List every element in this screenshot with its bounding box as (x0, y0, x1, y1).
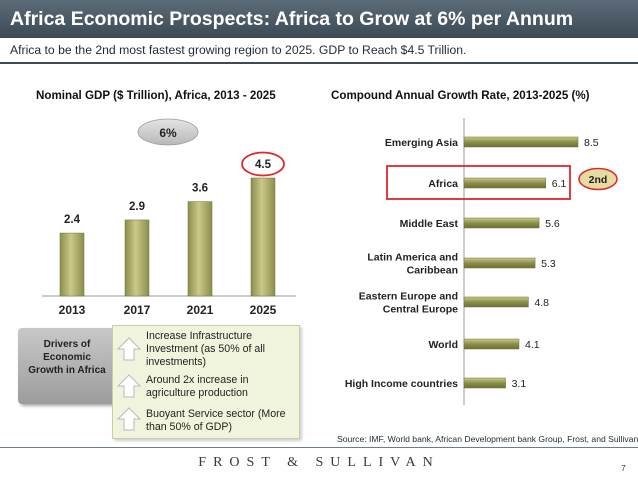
gdp-bar (59, 232, 85, 297)
gdp-value-label: 2.4 (64, 214, 81, 226)
gdp-bar (187, 201, 213, 297)
driver-text-line: Investment (as 50% of all (146, 343, 265, 355)
rank-badge-label: 2nd (589, 174, 608, 186)
drivers-box: Drivers of Economic Growth in Africa (18, 328, 116, 404)
growth-annotation-label: 6% (159, 126, 177, 140)
title-bar: Africa Economic Prospects: Africa to Gro… (0, 0, 638, 38)
gdp-value-label: 4.5 (255, 159, 272, 171)
page-number: 7 (621, 463, 626, 473)
cagr-value-label: 6.1 (552, 178, 567, 190)
cagr-value-label: 3.1 (512, 378, 527, 390)
drivers-label-line: Growth in Africa (28, 365, 106, 376)
brand-logo: FROST & SULLIVAN (198, 455, 440, 470)
page-title: Africa Economic Prospects: Africa to Gro… (10, 8, 574, 30)
cagr-bar (463, 377, 506, 389)
cagr-bar (463, 257, 536, 269)
cagr-bar (463, 177, 547, 189)
driver-text-line: than 50% of GDP) (146, 421, 232, 433)
cagr-value-label: 5.3 (541, 258, 556, 270)
gdp-year-tick-label: 2025 (250, 303, 277, 317)
cagr-bar (463, 217, 540, 229)
cagr-category-label: Middle East (400, 218, 459, 230)
cagr-category-label: High Income countries (345, 378, 458, 390)
rank-badge (578, 167, 618, 191)
gdp-year-tick-label: 2013 (59, 303, 86, 317)
driver-text-line: Buoyant Service sector (More (146, 408, 286, 420)
cagr-value-label: 4.1 (525, 339, 540, 351)
cagr-bar (463, 136, 579, 148)
gdp-year-tick-label: 2017 (124, 303, 151, 317)
gdp-value-label: 2.9 (129, 201, 145, 213)
footer-divider (0, 447, 638, 448)
gdp-chart-title: Nominal GDP ($ Trillion), Africa, 2013 -… (36, 89, 276, 102)
cagr-category-label: Africa (428, 178, 458, 190)
driver-text-line: Around 2x increase in (146, 374, 249, 386)
cagr-category-label: Latin America and (367, 252, 458, 264)
header-divider (0, 62, 638, 64)
cagr-category-label: Central Europe (383, 304, 458, 316)
driver-text-line: investments) (146, 356, 207, 368)
drivers-label-line: Drivers of (43, 339, 91, 350)
cagr-category-label: Eastern Europe and (359, 291, 458, 303)
growth-annotation-oval (137, 118, 199, 146)
source-note: Source: IMF, World bank, African Develop… (337, 434, 638, 444)
cagr-bar (463, 338, 520, 350)
gdp-bar (124, 219, 150, 297)
up-arrow-icon (116, 374, 142, 398)
cagr-value-label: 4.8 (534, 297, 549, 309)
gdp-bar (250, 177, 276, 297)
cagr-category-label: World (428, 339, 458, 351)
drivers-label: Drivers of Economic Growth in Africa (18, 338, 116, 377)
up-arrow-icon (116, 407, 142, 431)
drivers-panel (112, 325, 300, 439)
up-arrow-icon (116, 337, 142, 361)
driver-text: Around 2x increase in agriculture produc… (146, 374, 296, 400)
gdp-year-tick-label: 2021 (187, 303, 214, 317)
driver-text: Buoyant Service sector (More than 50% of… (146, 408, 296, 434)
driver-text: Increase Infrastructure Investment (as 5… (146, 330, 296, 369)
cagr-category-label: Emerging Asia (385, 137, 458, 149)
gdp-value-label: 3.6 (192, 183, 208, 195)
drivers-label-line: Economic (43, 352, 91, 363)
driver-text-line: agriculture production (146, 387, 248, 399)
cagr-value-label: 5.6 (545, 218, 560, 230)
page-subtitle: Africa to be the 2nd most fastest growin… (10, 43, 467, 57)
cagr-highlight-box (386, 165, 571, 200)
cagr-value-label: 8.5 (584, 137, 599, 149)
cagr-bar (463, 296, 529, 308)
cagr-category-label: Caribbean (407, 265, 458, 277)
driver-text-line: Increase Infrastructure (146, 330, 252, 342)
gdp-highlight-ring (241, 151, 285, 177)
cagr-chart-title: Compound Annual Growth Rate, 2013-2025 (… (331, 89, 590, 102)
